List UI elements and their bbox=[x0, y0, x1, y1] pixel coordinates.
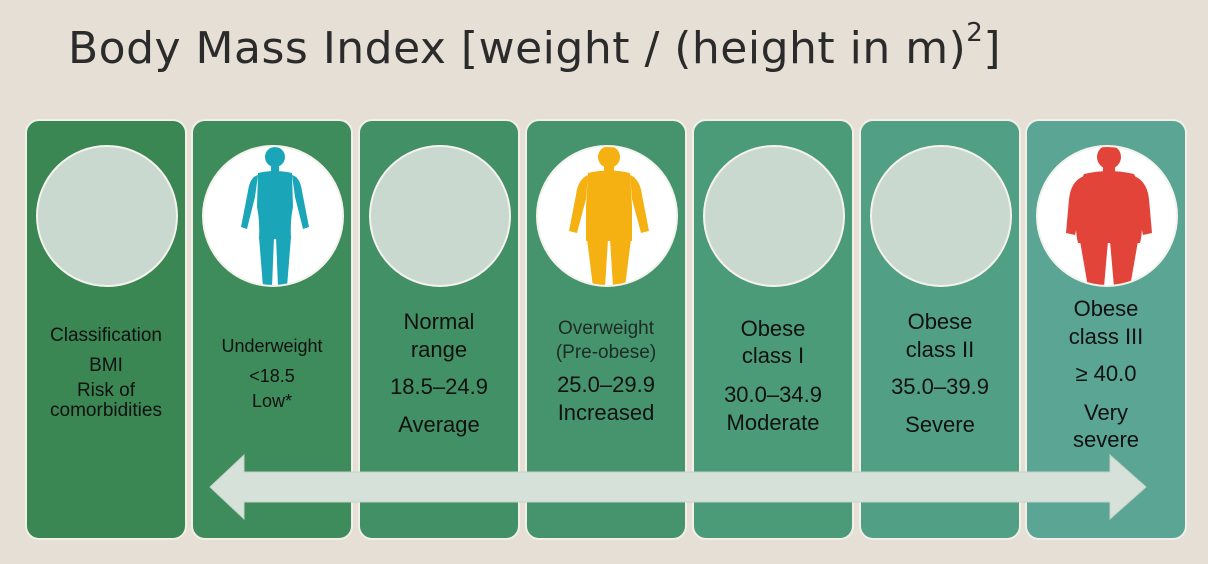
risk-label: Severe bbox=[905, 412, 975, 437]
empty-circle-icon bbox=[36, 145, 178, 287]
risk-label: Average bbox=[398, 412, 480, 437]
heavy-body-figure-svg bbox=[1066, 147, 1152, 285]
empty-circle-icon bbox=[369, 145, 511, 287]
bmi-label: ≥ 40.0 bbox=[1075, 361, 1137, 386]
thin-body-figure-icon bbox=[202, 145, 344, 287]
risk-label: Moderate bbox=[726, 410, 820, 435]
classification-label: Obese class II bbox=[905, 309, 975, 362]
column-text: Normal range 18.5–24.9 Average bbox=[362, 308, 516, 438]
risk-label: Increased bbox=[557, 400, 655, 425]
classification-label: Obese class III bbox=[1068, 296, 1144, 349]
column-classification: Classification BMI Risk of comorbidities bbox=[25, 119, 187, 540]
bmi-label: 18.5–24.9 bbox=[390, 374, 488, 399]
classification-label: Underweight bbox=[221, 336, 323, 356]
thin-body-figure-svg bbox=[241, 147, 309, 285]
risk-label: Low* bbox=[251, 391, 293, 411]
risk-label: Risk of comorbidities bbox=[50, 380, 162, 421]
heavy-body-figure-icon bbox=[1036, 145, 1178, 287]
column-obese-class-2: Obese class II 35.0–39.9 Severe bbox=[859, 119, 1021, 540]
column-underweight: Underweight <18.5 Low* bbox=[191, 119, 353, 540]
column-normal-range: Normal range 18.5–24.9 Average bbox=[358, 119, 520, 540]
classification-label: Overweight (Pre-obese) bbox=[555, 318, 657, 363]
column-text: Obese class III ≥ 40.0 Very severe bbox=[1029, 295, 1183, 453]
column-text: Obese class I 30.0–34.9 Moderate bbox=[696, 315, 850, 437]
medium-body-figure-svg bbox=[569, 147, 649, 285]
bmi-label: <18.5 bbox=[249, 366, 295, 386]
bmi-label: BMI bbox=[89, 355, 123, 376]
classification-label: Obese class I bbox=[740, 316, 806, 368]
column-text: Obese class II 35.0–39.9 Severe bbox=[863, 308, 1017, 438]
risk-label: Very severe bbox=[1072, 400, 1140, 452]
column-obese-class-3: Obese class III ≥ 40.0 Very severe bbox=[1025, 119, 1187, 540]
title-main: Body Mass Index [weight / (height in m) bbox=[68, 23, 967, 74]
empty-circle-icon bbox=[703, 145, 845, 287]
empty-circle-icon bbox=[870, 145, 1012, 287]
column-overweight: Overweight (Pre-obese) 25.0–29.9 Increas… bbox=[525, 119, 687, 540]
bmi-label: 25.0–29.9 Increased bbox=[529, 371, 683, 427]
column-text: Classification BMI Risk of comorbidities bbox=[29, 321, 183, 421]
bmi-label: 35.0–39.9 bbox=[891, 374, 989, 399]
classification-label: Classification bbox=[50, 325, 162, 346]
title-close: ] bbox=[983, 23, 1001, 74]
column-text: Overweight (Pre-obese) 25.0–29.9 Increas… bbox=[529, 317, 683, 427]
classification-label: Normal range bbox=[403, 309, 475, 362]
title-superscript: 2 bbox=[966, 18, 984, 48]
column-obese-class-1: Obese class I 30.0–34.9 Moderate bbox=[692, 119, 854, 540]
medium-body-figure-icon bbox=[536, 145, 678, 287]
page-title: Body Mass Index [weight / (height in m)2… bbox=[68, 18, 1001, 74]
column-text: Underweight <18.5 Low* bbox=[195, 331, 349, 411]
bmi-label: 30.0–34.9 Moderate bbox=[696, 381, 850, 437]
